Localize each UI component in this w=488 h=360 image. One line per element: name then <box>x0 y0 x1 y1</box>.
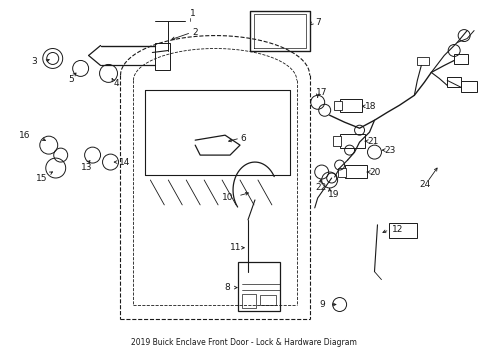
Bar <box>332 136 340 146</box>
Text: 6: 6 <box>240 134 245 143</box>
Text: 18: 18 <box>364 102 375 111</box>
Text: 21: 21 <box>367 137 378 146</box>
Text: 9: 9 <box>319 300 325 309</box>
Text: 24: 24 <box>419 180 430 189</box>
Text: 1: 1 <box>190 9 196 18</box>
Text: 17: 17 <box>315 88 326 97</box>
Bar <box>344 165 366 178</box>
Bar <box>238 262 279 311</box>
Text: 15: 15 <box>36 174 47 183</box>
Bar <box>339 134 364 148</box>
Text: 13: 13 <box>81 163 92 172</box>
Bar <box>333 101 341 110</box>
Bar <box>337 168 345 177</box>
Bar <box>447 77 460 87</box>
Text: 11: 11 <box>229 243 241 252</box>
Text: 14: 14 <box>118 158 130 167</box>
Text: 23: 23 <box>384 145 395 154</box>
Bar <box>453 54 467 64</box>
Text: 5: 5 <box>68 75 74 84</box>
Bar <box>416 58 428 66</box>
Text: 2019 Buick Enclave Front Door - Lock & Hardware Diagram: 2019 Buick Enclave Front Door - Lock & H… <box>131 338 356 347</box>
Text: 12: 12 <box>392 225 403 234</box>
Text: 16: 16 <box>19 131 30 140</box>
Text: 7: 7 <box>314 18 320 27</box>
Text: 19: 19 <box>327 190 339 199</box>
Bar <box>460 81 476 92</box>
Bar <box>388 223 416 238</box>
Bar <box>242 293 255 307</box>
Text: 8: 8 <box>224 283 229 292</box>
Text: 4: 4 <box>113 79 119 88</box>
Bar <box>339 99 361 112</box>
Text: 22: 22 <box>315 184 326 193</box>
Bar <box>260 294 275 305</box>
Text: 20: 20 <box>369 167 380 176</box>
Text: 10: 10 <box>222 193 233 202</box>
Bar <box>155 42 170 71</box>
Text: 2: 2 <box>192 28 198 37</box>
Text: 3: 3 <box>31 57 37 66</box>
